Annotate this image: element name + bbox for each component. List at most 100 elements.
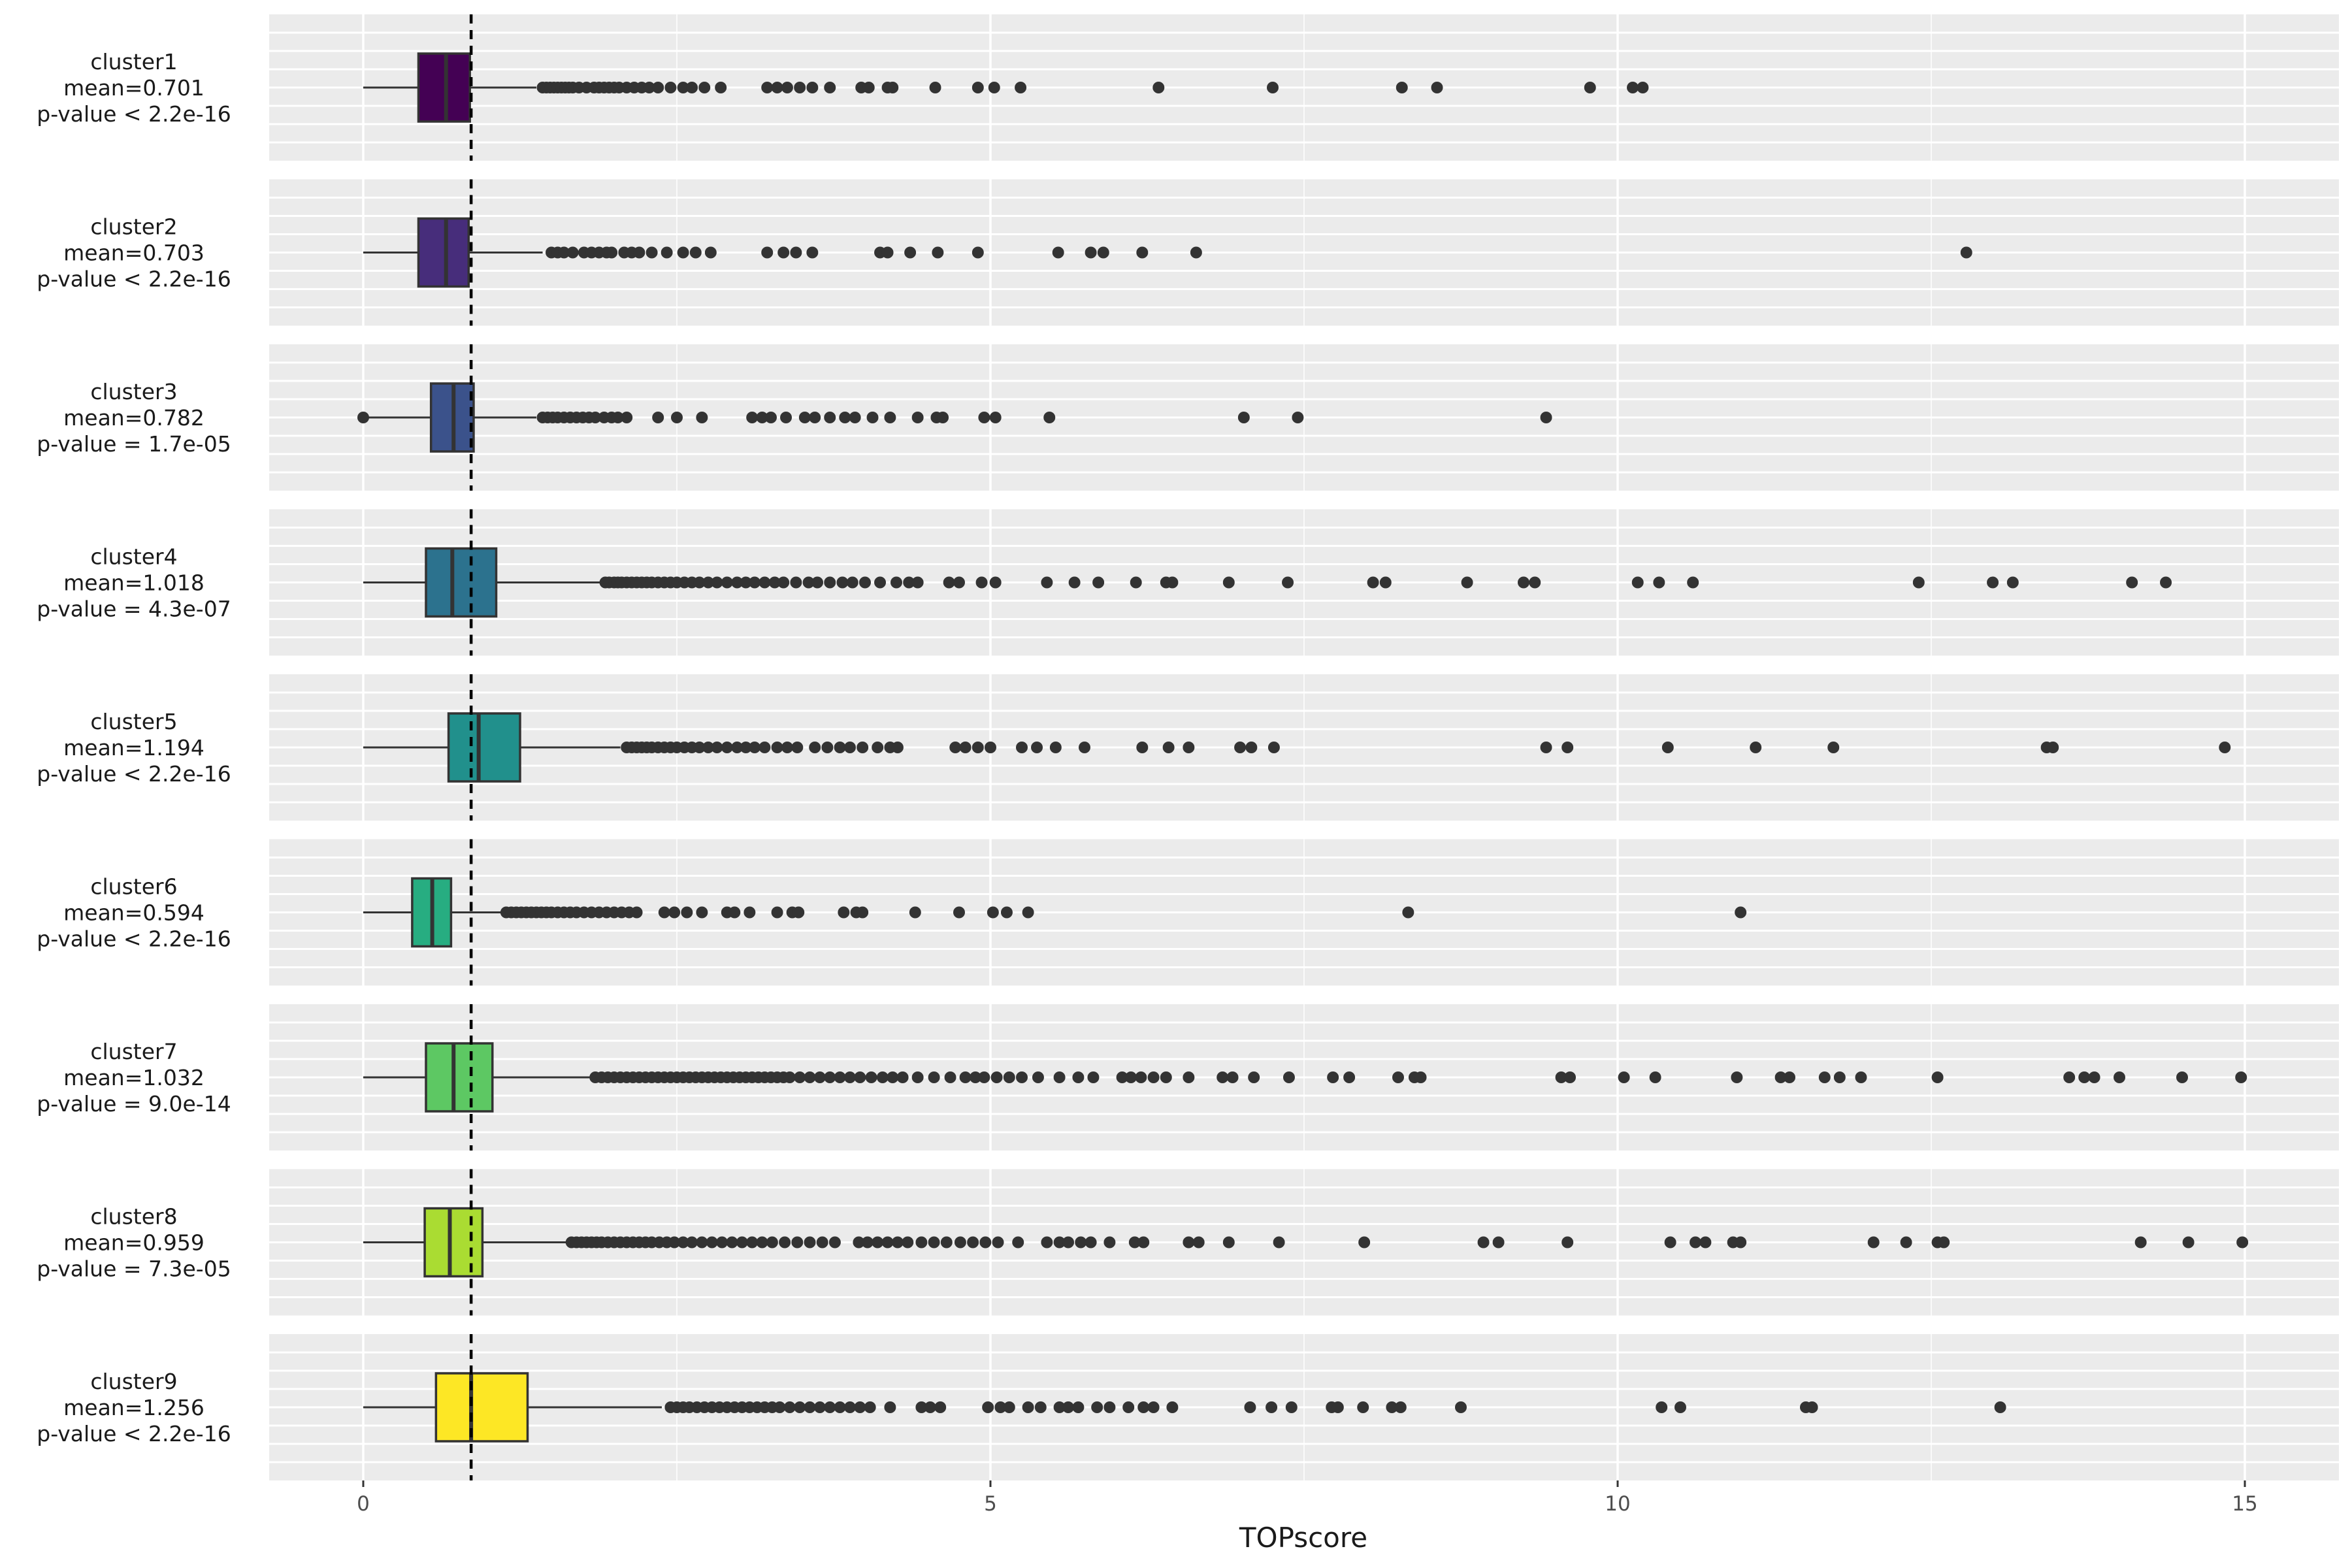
outlier-point	[861, 1236, 874, 1249]
outlier-point	[756, 1236, 768, 1249]
outlier-point	[792, 906, 805, 919]
outlier-point	[903, 576, 915, 589]
outlier-point	[1379, 576, 1392, 589]
outlier-point	[1357, 1401, 1369, 1413]
outlier-point	[911, 576, 924, 589]
outlier-point	[566, 246, 579, 259]
outlier-point	[1994, 1401, 2006, 1413]
outlier-point	[969, 1071, 981, 1083]
outlier-point	[1750, 742, 1762, 753]
outlier-point	[1818, 1071, 1831, 1083]
outlier-point	[698, 82, 711, 93]
outlier-point	[887, 82, 899, 93]
panel-cluster5	[269, 674, 2339, 821]
outlier-point	[652, 412, 664, 423]
outlier-point	[904, 246, 917, 259]
box-cluster7	[425, 1042, 494, 1113]
outlier-point	[972, 82, 984, 93]
outlier-point	[1041, 576, 1053, 589]
outlier-point	[1222, 576, 1235, 589]
outlier-point	[1540, 742, 1552, 753]
outlier-point	[806, 82, 819, 93]
outlier-point	[809, 412, 821, 423]
outlier-point	[716, 1236, 728, 1249]
box-cluster8	[423, 1207, 484, 1278]
outlier-point	[821, 742, 834, 753]
outlier-point	[802, 576, 815, 589]
outlier-point	[791, 1236, 804, 1249]
outlier-point	[1618, 1071, 1630, 1083]
outlier-point	[2176, 1071, 2188, 1083]
outlier-point	[1091, 1401, 1103, 1413]
panel-label-name: cluster8	[90, 1204, 177, 1230]
outlier-point	[661, 246, 673, 259]
outlier-point	[1938, 1236, 1950, 1249]
outlier-point	[804, 1071, 816, 1083]
box-cluster4	[425, 547, 498, 618]
outlier-point	[1855, 1071, 1867, 1083]
outlier-point	[1022, 1401, 1034, 1413]
outlier-point	[668, 1236, 681, 1249]
outlier-point	[696, 1236, 708, 1249]
outlier-point	[1561, 1236, 1574, 1249]
outlier-point	[824, 576, 836, 589]
outlier-point	[1912, 576, 1925, 589]
outlier-point	[1062, 1236, 1075, 1249]
box-cluster5	[447, 712, 521, 783]
outlier-point	[558, 246, 570, 259]
outlier-point	[1183, 1236, 1195, 1249]
outlier-point	[854, 1401, 866, 1413]
outlier-point	[1267, 82, 1279, 93]
panel-label-pvalue: p-value = 1.7e-05	[37, 431, 231, 457]
outlier-point	[1637, 82, 1649, 93]
outlier-point	[1122, 1401, 1135, 1413]
outlier-point	[1016, 1071, 1028, 1083]
outlier-point	[992, 1236, 1004, 1249]
outlier-point	[1130, 576, 1142, 589]
outlier-point	[940, 1236, 953, 1249]
outlier-point	[862, 82, 875, 93]
outlier-point	[765, 412, 777, 423]
outlier-point	[1631, 576, 1644, 589]
outlier-point	[1003, 1401, 1015, 1413]
outlier-point	[1266, 1401, 1278, 1413]
outlier-point	[761, 82, 774, 93]
outlier-point	[943, 576, 955, 589]
outlier-point	[978, 412, 990, 423]
outlier-point	[1137, 1401, 1150, 1413]
outlier-point	[891, 742, 904, 753]
outlier-point	[1075, 1236, 1087, 1249]
outlier-point	[1273, 1236, 1285, 1249]
outlier-point	[1222, 1236, 1235, 1249]
outlier-point	[2078, 1071, 2091, 1083]
outlier-point	[872, 1236, 884, 1249]
outlier-point	[824, 1071, 836, 1083]
panel-label-name: cluster6	[90, 874, 177, 900]
outlier-point	[633, 246, 645, 259]
outlier-point	[677, 82, 689, 93]
panel-label-mean: mean=1.032	[63, 1065, 204, 1090]
outlier-point	[1085, 246, 1097, 259]
panel-label-pvalue: p-value < 2.2e-16	[37, 101, 231, 127]
outlier-point	[928, 1236, 940, 1249]
panel-cluster2	[269, 179, 2339, 326]
outlier-point	[2047, 742, 2059, 753]
panel-label-pvalue: p-value < 2.2e-16	[37, 267, 231, 292]
outlier-point	[1032, 1071, 1044, 1083]
outlier-point	[746, 1236, 759, 1249]
outlier-point	[934, 1401, 947, 1413]
outlier-point	[2134, 1236, 2147, 1249]
outlier-point	[1402, 906, 1414, 919]
outlier-point	[881, 1236, 894, 1249]
outlier-point	[589, 412, 602, 423]
outlier-point	[1386, 1401, 1398, 1413]
panel-label-pvalue: p-value = 9.0e-14	[37, 1091, 231, 1117]
outlier-point	[1731, 1071, 1743, 1083]
outlier-point	[1136, 246, 1149, 259]
outlier-point	[924, 1401, 936, 1413]
x-tick-label: 0	[357, 1492, 370, 1516]
outlier-point	[881, 246, 894, 259]
outlier-point	[1518, 576, 1529, 589]
outlier-point	[1555, 1071, 1567, 1083]
outlier-point	[771, 82, 783, 93]
